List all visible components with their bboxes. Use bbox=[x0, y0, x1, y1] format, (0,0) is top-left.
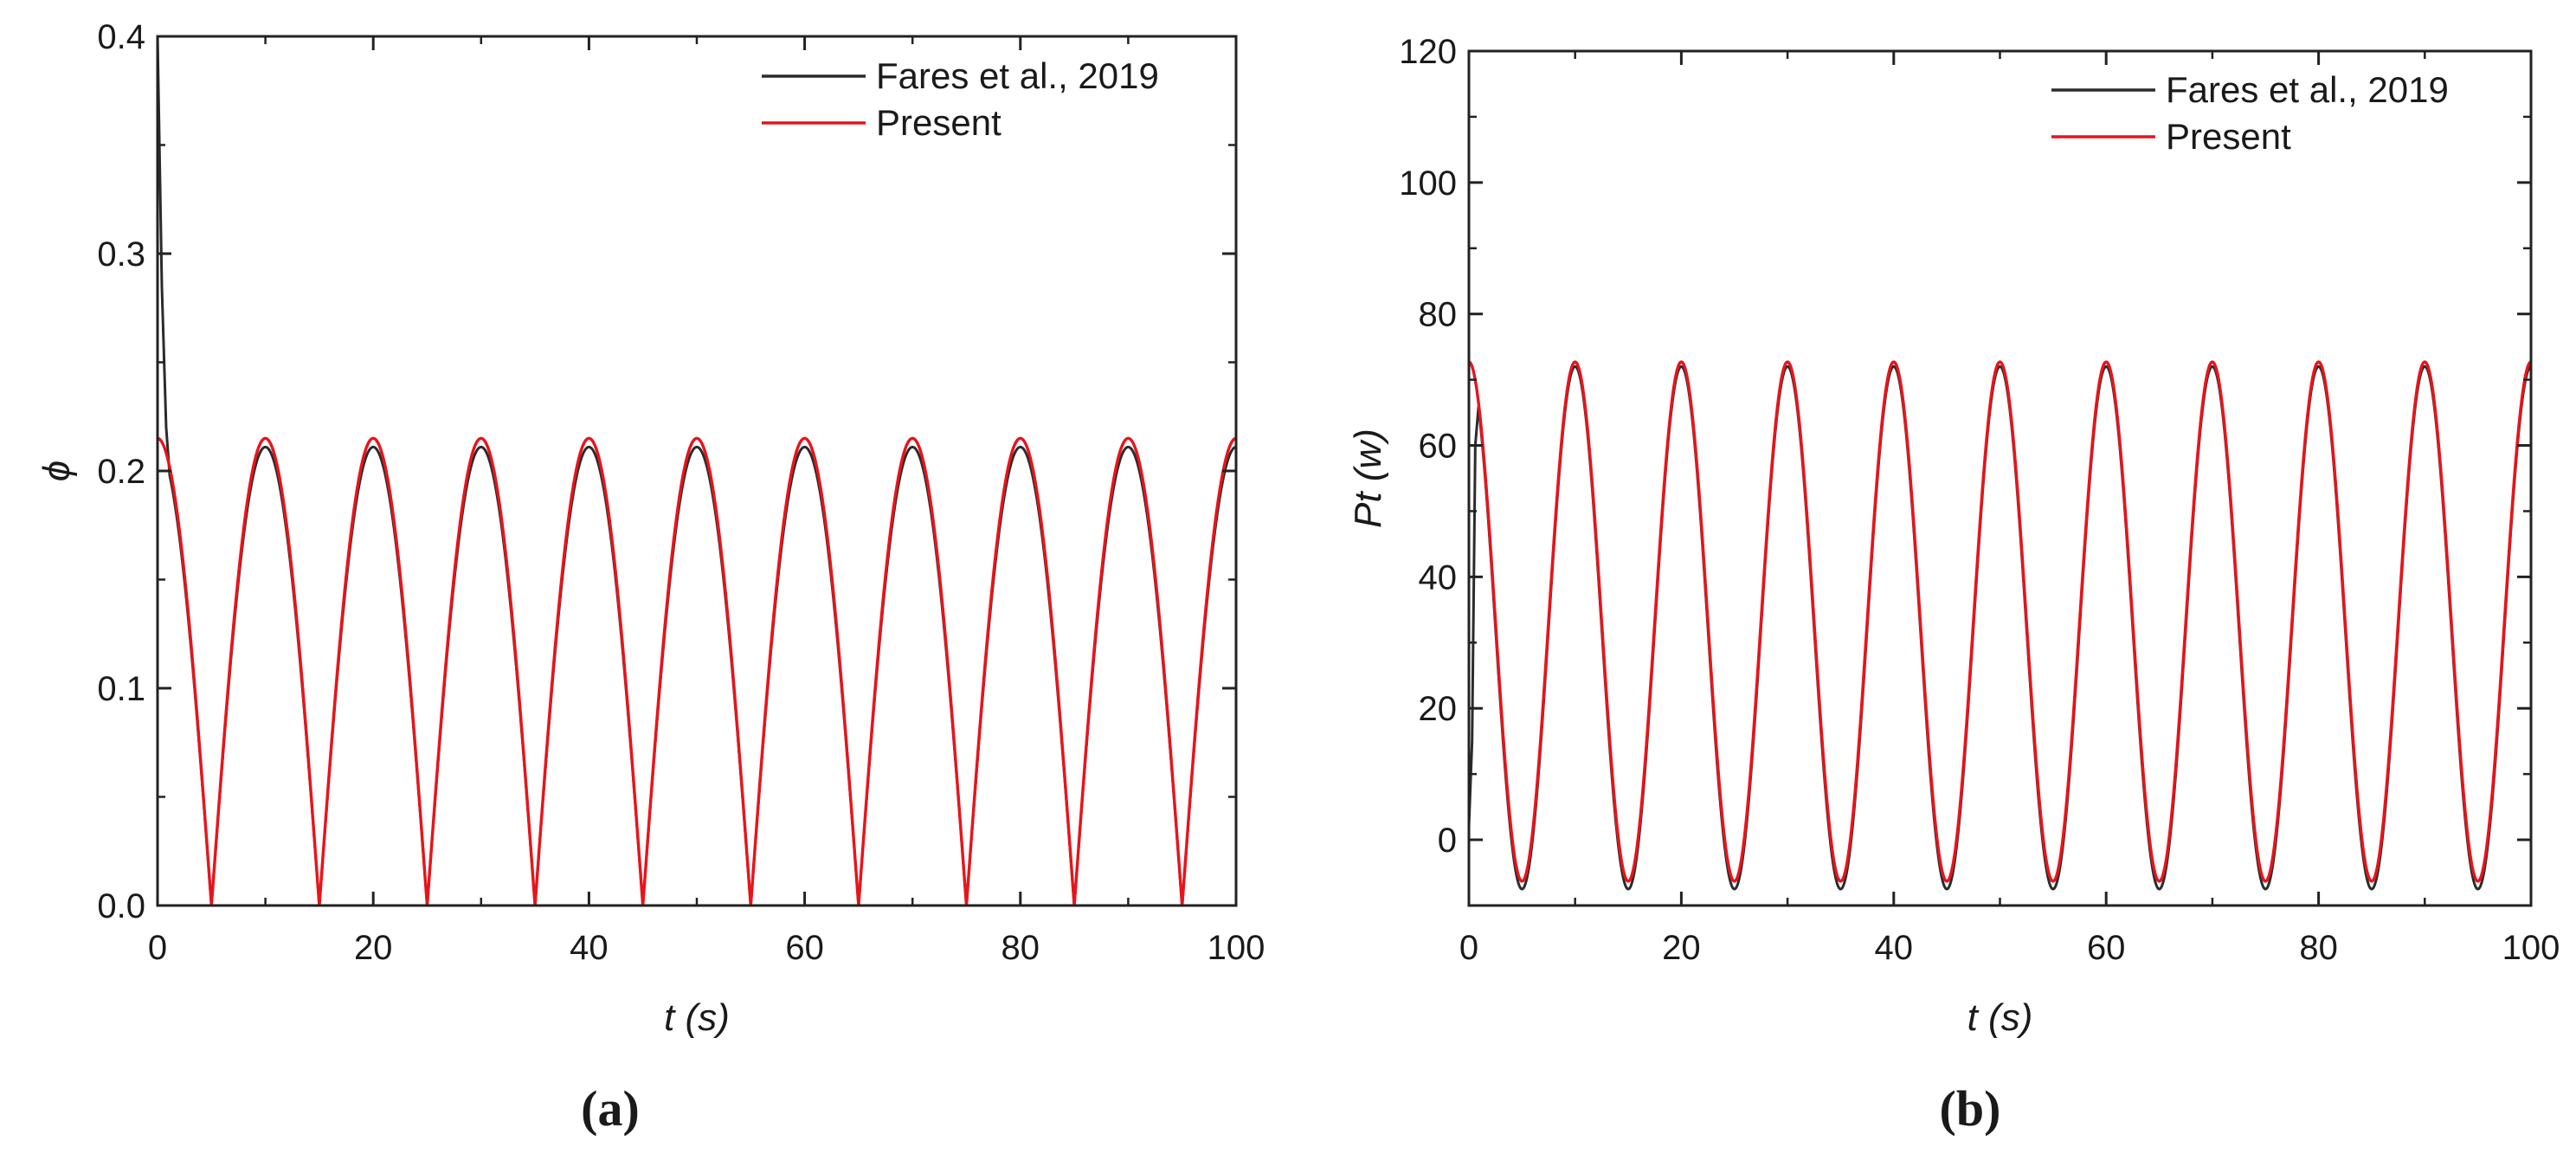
x-tick-label: 40 bbox=[570, 929, 609, 967]
y-axis-label: ϕ bbox=[35, 461, 78, 481]
y-tick-label: 120 bbox=[1399, 33, 1457, 71]
panel-a: 0 20 40 60 80 100 0.0 0.1 0.2 0.3 0.4 t (s) ϕ Fares e… bbox=[35, 18, 1265, 1137]
x-tick-label: 60 bbox=[2087, 929, 2126, 967]
y-tick-label: 60 bbox=[1419, 428, 1458, 466]
panel-label: (a) bbox=[581, 1080, 640, 1137]
y-tick-label: 0.1 bbox=[97, 670, 145, 708]
legend-label-present: Present bbox=[2166, 116, 2291, 157]
y-tick-label: 0.0 bbox=[97, 887, 145, 925]
series-line-fares bbox=[158, 36, 1236, 906]
legend-label-fares: Fares et al., 2019 bbox=[876, 55, 1159, 96]
x-tick-label: 80 bbox=[2299, 929, 2338, 967]
panel-label: (b) bbox=[1940, 1080, 2001, 1137]
y-tick-label: 0.2 bbox=[97, 453, 145, 491]
x-tick-label: 20 bbox=[354, 929, 393, 967]
x-axis-label: t (s) bbox=[664, 996, 730, 1039]
x-tick-label: 100 bbox=[1208, 929, 1265, 967]
y-tick-label: 100 bbox=[1399, 164, 1457, 203]
y-tick-label: 0.4 bbox=[97, 18, 145, 56]
plot-frame bbox=[1467, 49, 2533, 907]
series-line-fares bbox=[1469, 364, 2531, 891]
y-tick-label: 0 bbox=[1438, 822, 1457, 860]
x-tick-label: 80 bbox=[1001, 929, 1040, 967]
x-tick-label: 0 bbox=[1459, 929, 1478, 967]
legend-label-present: Present bbox=[876, 102, 1001, 143]
x-axis-label: t (s) bbox=[1967, 996, 2033, 1039]
series-line-present bbox=[158, 436, 1236, 906]
series-line-present bbox=[1469, 360, 2531, 883]
y-tick-label: 40 bbox=[1419, 558, 1458, 596]
legend-label-fares: Fares et al., 2019 bbox=[2166, 69, 2449, 110]
x-tick-label: 60 bbox=[785, 929, 824, 967]
y-tick-label: 80 bbox=[1419, 296, 1458, 334]
x-tick-label: 40 bbox=[1875, 929, 1914, 967]
y-axis-label: Pt (w) bbox=[1347, 429, 1389, 528]
y-tick-label: 0.3 bbox=[97, 235, 145, 274]
x-tick-label: 100 bbox=[2502, 929, 2560, 967]
panel-b: 0 20 40 60 80 100 0 20 40 60 80 100 120 t (s) Pt (w) Fa… bbox=[1347, 33, 2560, 1137]
y-tick-label: 20 bbox=[1419, 690, 1458, 728]
plot-frame bbox=[156, 35, 1238, 907]
x-tick-label: 20 bbox=[1662, 929, 1701, 967]
x-tick-label: 0 bbox=[148, 929, 167, 967]
